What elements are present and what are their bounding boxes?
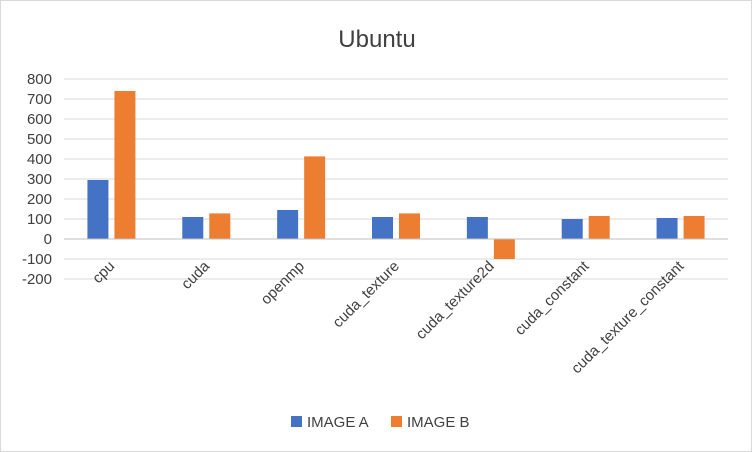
y-tick-label: -200 (22, 271, 52, 288)
y-tick-label: 100 (27, 211, 52, 228)
bar-image-a-cuda-texture2d (466, 217, 488, 239)
bar-image-b-cuda-texture-constant (683, 216, 705, 239)
y-tick-label: 500 (27, 131, 52, 148)
bar-image-b-cuda-texture (399, 213, 420, 239)
bar-image-a-cpu (87, 180, 109, 239)
y-tick-label: 600 (27, 111, 52, 128)
bar-image-a-openmp (277, 210, 299, 239)
legend-swatch (391, 416, 402, 427)
y-tick-label: 700 (27, 91, 52, 108)
bar-image-a-cuda (182, 217, 204, 239)
y-tick-label: 200 (27, 191, 52, 208)
chart-title: Ubuntu (338, 26, 415, 53)
bar-image-b-cuda-texture2d (493, 239, 515, 259)
legend: IMAGE A IMAGE B (291, 414, 470, 431)
bar-image-a-cuda-texture-constant (656, 218, 678, 239)
bar-image-a-cuda-constant (561, 219, 583, 239)
y-tick-label: 800 (27, 71, 52, 88)
bar-image-b-cpu (114, 91, 136, 239)
legend-label: IMAGE A (307, 414, 369, 431)
bar-image-b-cuda-constant (588, 216, 610, 239)
y-tick-label: 300 (27, 171, 52, 188)
y-axis-tick-labels: -200 -100 0 100 200 300 400 500 600 700 800 (22, 71, 52, 288)
bar-image-a-cuda-texture (372, 217, 393, 239)
bar-image-b-openmp (304, 156, 326, 239)
legend-swatch (291, 416, 302, 427)
y-tick-label: -100 (22, 251, 52, 268)
y-tick-label: 0 (44, 231, 52, 248)
bar-image-b-cuda (209, 213, 231, 239)
y-tick-label: 400 (27, 151, 52, 168)
legend-label: IMAGE B (407, 414, 470, 431)
bars (87, 91, 705, 259)
